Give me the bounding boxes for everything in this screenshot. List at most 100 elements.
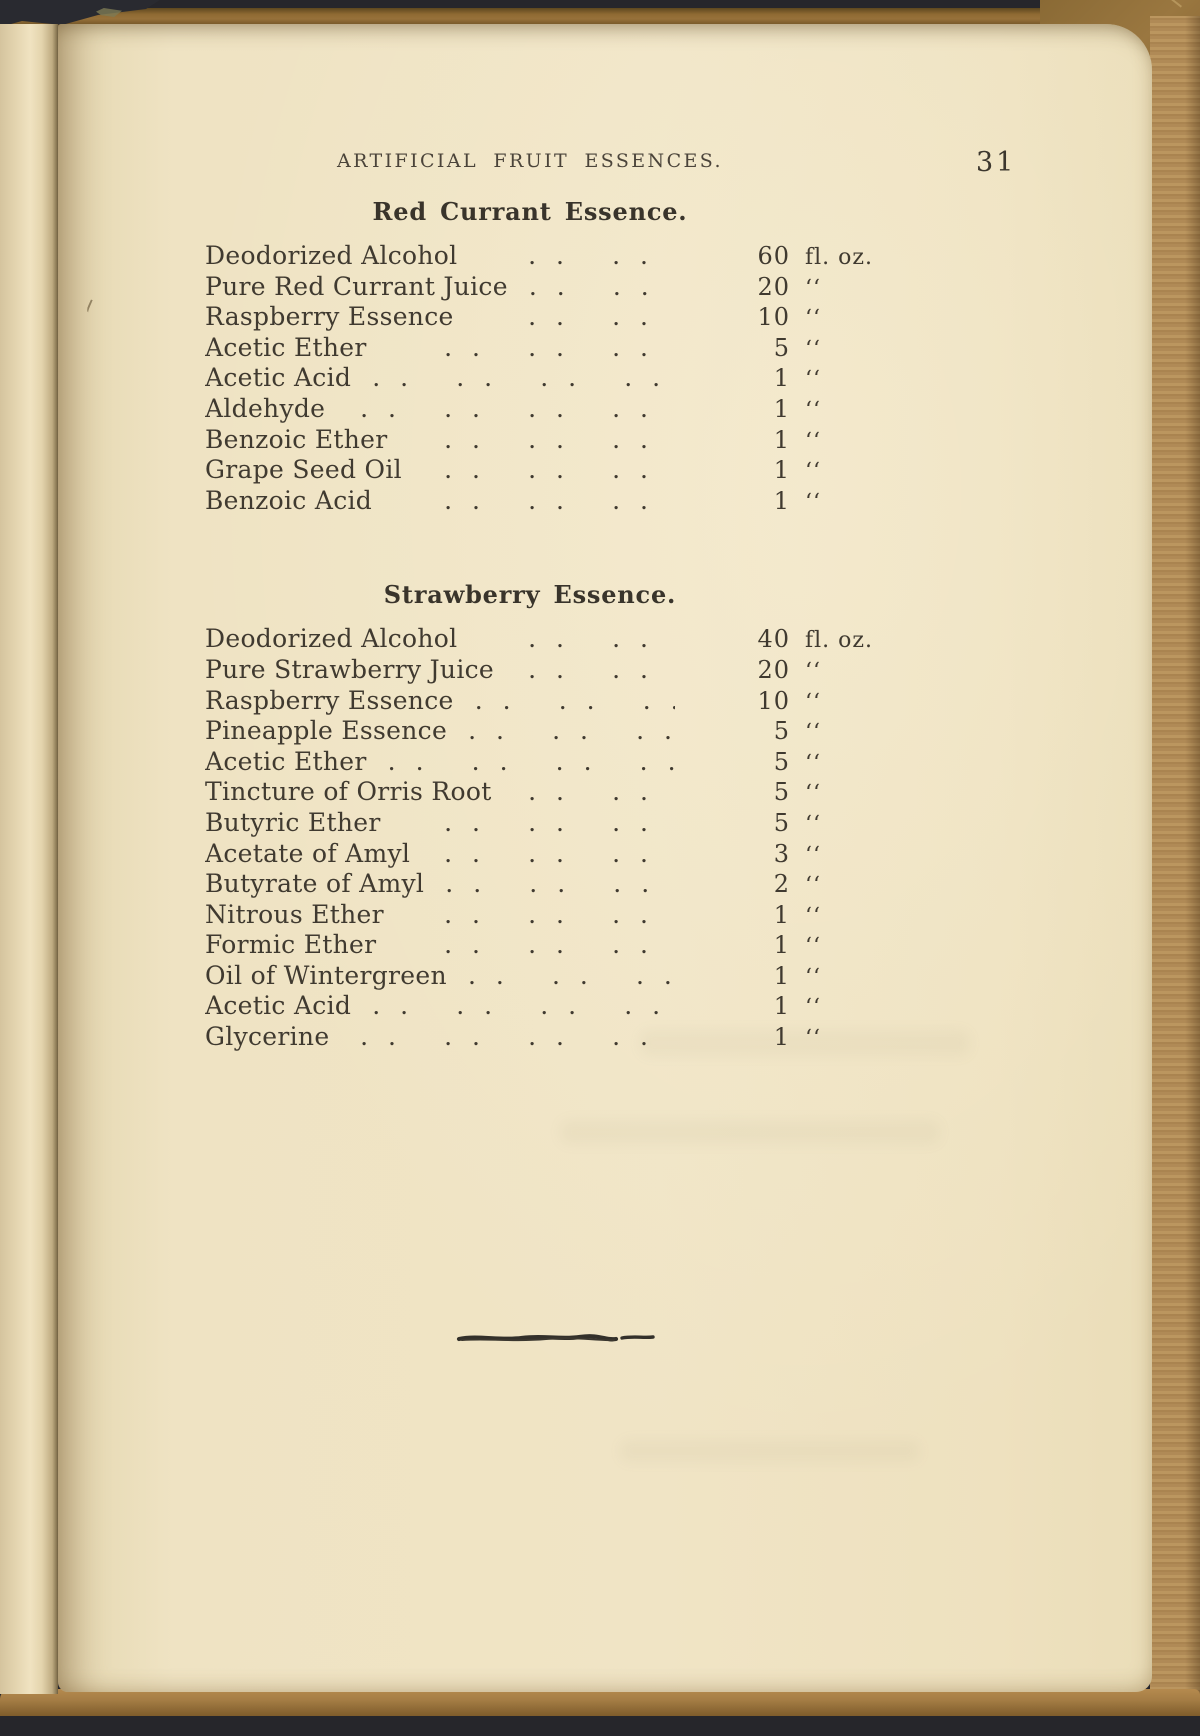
leader-dots: . .: [387, 747, 430, 776]
dot-leader: . . . . . . . .: [325, 395, 675, 424]
ingredient-name: Oil of Wintergreen: [205, 961, 447, 990]
dot-leader: . . . . . .: [367, 334, 675, 363]
leader-dots: . .: [555, 747, 598, 776]
quantity: 20: [757, 272, 790, 301]
recipe-section: Strawberry Essence. Deodorized Alcohol .…: [205, 579, 872, 1054]
leader-dots: . .: [444, 486, 486, 515]
ingredient-row: Raspberry Essence . . . . 10 ‘‘: [205, 303, 855, 334]
ingredient-name: Pineapple Essence: [205, 717, 448, 746]
leader-dots: . .: [528, 272, 571, 301]
leader-dots: . .: [612, 486, 654, 515]
leader-dots: . .: [528, 425, 570, 454]
section-title: Red Currant Essence.: [372, 197, 688, 226]
ingredient-row: Deodorized Alcohol . . . . 40 fl. oz.: [205, 625, 872, 656]
leader-dots: . .: [528, 931, 570, 960]
leader-dots: . .: [528, 1023, 570, 1052]
leader-dots: . .: [528, 839, 570, 868]
leader-dots: . .: [540, 992, 583, 1021]
unit: ‘‘: [805, 689, 821, 715]
ingredient-name: Tincture of Orris Root: [205, 778, 492, 807]
dot-leader: . . . . . .: [447, 717, 675, 746]
ingredient-name: Butyric Ether: [205, 808, 381, 837]
leader-dots: . .: [528, 486, 570, 515]
leader-dots: . .: [612, 900, 654, 929]
ingredient-row: Tincture of Orris Root . . . . 5 ‘‘: [205, 778, 855, 809]
quantity: 1: [773, 931, 790, 960]
dot-leader: . . . . . . . .: [367, 748, 675, 777]
dot-leader: . . . . . . . .: [351, 992, 675, 1021]
ingredient-name: Raspberry Essence: [205, 303, 454, 332]
ingredient-row: Acetic Acid . . . . . . . . 1 ‘‘: [205, 364, 855, 395]
leader-dots: . .: [528, 333, 570, 362]
leader-dots: . .: [612, 931, 654, 960]
leader-dots: . .: [636, 717, 675, 746]
leader-dots: . .: [635, 961, 675, 990]
unit: ‘‘: [805, 489, 821, 515]
quantity: 1: [773, 900, 790, 929]
dot-leader: . . . . . .: [372, 487, 675, 516]
leader-dots: . .: [612, 272, 655, 301]
ingredient-row: Acetic Ether . . . . . . . . 5 ‘‘: [205, 748, 855, 779]
quantity: 5: [773, 778, 790, 807]
quantity: 40: [757, 625, 790, 654]
leader-dots: . .: [372, 364, 415, 393]
unit: ‘‘: [805, 842, 821, 868]
dot-leader: . . . .: [454, 303, 675, 332]
dot-leader: . . . . . .: [402, 456, 675, 485]
leader-dots: . .: [612, 456, 654, 485]
quantity: 1: [773, 425, 790, 454]
end-divider-rule: [456, 1334, 655, 1342]
unit: fl. oz.: [805, 628, 873, 654]
unit: ‘‘: [805, 720, 821, 746]
leader-dots: . .: [612, 425, 654, 454]
leader-dots: . .: [639, 747, 675, 776]
ingredient-name: Grape Seed Oil: [205, 456, 402, 485]
leader-dots: . .: [467, 961, 510, 990]
quantity: 1: [773, 364, 790, 393]
leader-dots: . .: [642, 686, 675, 715]
leader-dots: . .: [372, 992, 415, 1021]
ingredient-row: Glycerine . . . . . . . . 1 ‘‘: [205, 1023, 855, 1054]
unit: ‘‘: [805, 306, 821, 332]
leader-dots: . .: [624, 364, 667, 393]
leader-dots: . .: [456, 364, 499, 393]
unit: ‘‘: [805, 934, 821, 960]
quantity: 10: [757, 686, 790, 715]
unit: ‘‘: [805, 397, 821, 423]
dot-leader: . . . .: [492, 778, 675, 807]
quantity: 1: [773, 456, 790, 485]
unit: ‘‘: [805, 428, 821, 454]
ingredient-row: Acetate of Amyl . . . . . . 3 ‘‘: [205, 840, 855, 871]
unit: ‘‘: [805, 750, 821, 776]
book-page: [58, 24, 1152, 1692]
leader-dots: . .: [360, 1023, 402, 1052]
leader-dots: . .: [445, 870, 488, 899]
leader-dots: . .: [529, 870, 572, 899]
ingredient-name: Benzoic Ether: [205, 425, 388, 454]
quantity: 60: [757, 242, 790, 270]
leader-dots: . .: [528, 394, 570, 423]
leader-dots: . .: [552, 717, 594, 746]
ingredient-row: Butyrate of Amyl . . . . . . 2 ‘‘: [205, 870, 855, 901]
ingredient-name: Formic Ether: [205, 931, 377, 960]
section-title: Strawberry Essence.: [383, 580, 677, 610]
leader-dots: . .: [612, 242, 654, 270]
unit: ‘‘: [805, 781, 821, 807]
ingredient-row: Nitrous Ether . . . . . . 1 ‘‘: [205, 901, 855, 932]
quantity: 3: [773, 839, 790, 868]
leader-dots: . .: [612, 333, 654, 362]
leader-dots: . .: [612, 778, 654, 807]
leader-dots: . .: [528, 655, 570, 684]
quantity: 1: [773, 961, 790, 990]
dot-leader: . . . .: [457, 242, 675, 271]
quantity: 10: [757, 303, 790, 332]
leader-dots: . .: [612, 839, 654, 868]
quantity: 1: [773, 394, 790, 423]
dot-leader: . . . . . .: [454, 687, 675, 716]
leader-dots: . .: [444, 808, 486, 837]
dot-leader: . . . . . . . .: [329, 1023, 675, 1052]
ingredient-row: Grape Seed Oil . . . . . . 1 ‘‘: [205, 456, 855, 487]
leader-dots: . .: [612, 303, 654, 332]
dot-leader: . . . .: [457, 625, 675, 654]
unit: ‘‘: [805, 275, 821, 301]
